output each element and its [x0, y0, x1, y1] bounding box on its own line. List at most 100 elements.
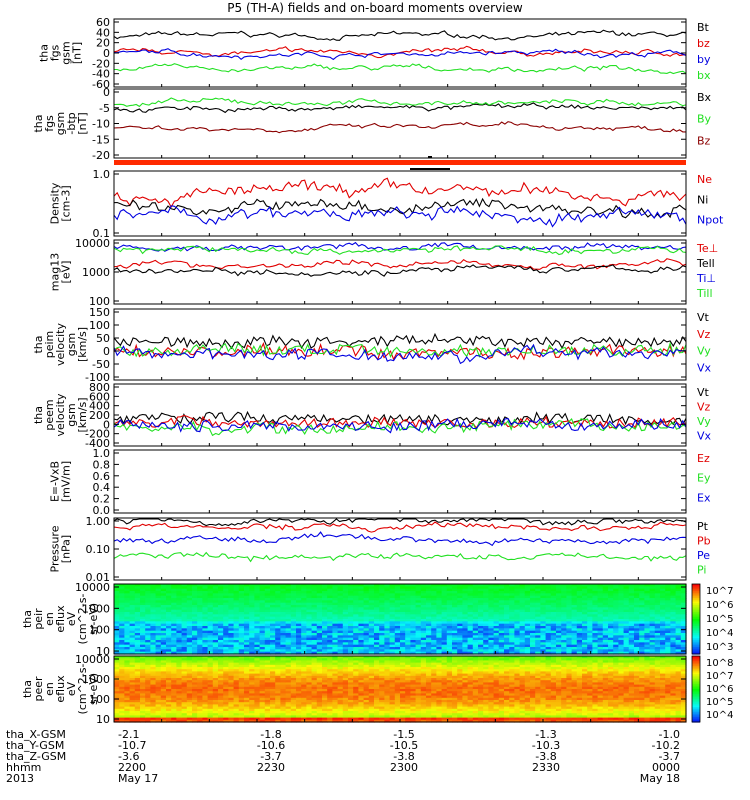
- p5-legend-Vz: Vz: [697, 328, 711, 341]
- p10-colorbar-tick: 10^7: [706, 671, 733, 682]
- p6-ytick-label: 800: [89, 381, 110, 394]
- p8-legend-Pe: Pe: [697, 549, 710, 562]
- p5-ylabel-line: gsm: [65, 333, 78, 356]
- p5-ytick-label: 150: [89, 306, 110, 319]
- p7-ylabel: E=-VxB[mV/m]: [49, 461, 73, 502]
- status-bar: [114, 160, 686, 165]
- p6-ylabel-line: [km/s]: [76, 397, 89, 432]
- p7-ytick-label: 0.2: [93, 493, 111, 506]
- p5-legend-Vt: Vt: [697, 311, 710, 324]
- p1-legend-by: by: [697, 53, 711, 66]
- p10-ytick-label: 10000: [75, 653, 110, 666]
- p10-ylabel-line: tha: [21, 680, 34, 698]
- p2-ylabel-line: -btp: [65, 112, 78, 134]
- xaxis-row-label: tha_Z-GSM: [6, 750, 66, 763]
- page-title: P5 (TH-A) fields and on-board moments ov…: [227, 1, 523, 15]
- p6-ytick-label: 0: [103, 418, 110, 431]
- xaxis-value: -1.3: [535, 728, 556, 741]
- p2-frame: [113, 88, 687, 159]
- p6-ylabel-line: gsm: [65, 403, 78, 426]
- p5-ylabel-line: tha: [32, 335, 45, 353]
- p8-series-Pt: [113, 518, 687, 527]
- xaxis-value: -10.6: [257, 739, 285, 752]
- xaxis-value: -3.8: [535, 750, 556, 763]
- p9-ylabel-line: eV: [65, 611, 78, 626]
- p7-ylabel-line: [mV/m]: [60, 461, 73, 502]
- p1-ytick-label: 20: [96, 37, 110, 50]
- p9-ylabel-line: tha: [21, 610, 34, 628]
- p5-ylabel-line: peim: [43, 331, 56, 359]
- p2-series-By: [113, 97, 687, 108]
- p3-ytick-label: 1.0: [93, 168, 111, 181]
- p4-series-Ti⊥: [113, 241, 687, 252]
- p2-ytick-label: -15: [92, 133, 110, 146]
- xaxis-value: 2300: [390, 761, 418, 774]
- p5-ylabel-line: [km/s]: [76, 327, 89, 362]
- xaxis-value: -3.6: [118, 750, 139, 763]
- p4-series-Tell: [113, 264, 687, 277]
- p10-spectrogram: [114, 656, 687, 723]
- p10-ylabel-line: eflux: [54, 675, 67, 703]
- p1-series-by: [113, 48, 687, 61]
- p1-ytick-label: -40: [92, 68, 110, 81]
- p10-colorbar-tick: 10^6: [706, 684, 733, 695]
- p9-spectrogram: [114, 584, 687, 655]
- xaxis-value: -2.1: [118, 728, 139, 741]
- p6-legend-Vz: Vz: [697, 401, 711, 414]
- p9-ylabel-line: en: [43, 612, 56, 626]
- p5-ytick-label: 100: [89, 319, 110, 332]
- p6-legend-Vt: Vt: [697, 386, 710, 399]
- p10-colorbar-tick: 10^4: [706, 710, 733, 721]
- p5-ytick-label: 0: [103, 345, 110, 358]
- p1-legend-Bt: Bt: [697, 21, 710, 34]
- p7-legend-Ex: Ex: [697, 491, 711, 504]
- p7-legend-Ez: Ez: [697, 452, 710, 465]
- p1-ytick-label: -60: [92, 78, 110, 91]
- p9-colorbar-tick: 10^6: [706, 600, 733, 611]
- p9-ylabel-line: peir: [32, 608, 45, 630]
- p5-ytick-label: 50: [96, 332, 110, 345]
- p10-colorbar-frame: [691, 655, 701, 723]
- p4-legend-Tell: Tell: [696, 257, 715, 270]
- xaxis-value: 0000: [652, 761, 680, 774]
- xaxis-value: 2330: [532, 761, 560, 774]
- p9-colorbar-frame: [691, 583, 701, 655]
- p5-ylabel-line: velocity: [54, 323, 67, 366]
- xaxis-value: -3.7: [260, 750, 281, 763]
- xaxis-value: May 18: [640, 772, 680, 785]
- p2-ytick-label: -5: [99, 102, 110, 115]
- p10-ylabel-line: eV: [65, 681, 78, 696]
- p2-legend-Bx: Bx: [697, 91, 712, 104]
- p4-legend-Till: Till: [696, 287, 713, 300]
- p1-ylabel-line: tha: [38, 44, 51, 62]
- p1-ytick-label: 60: [96, 16, 110, 29]
- p3-legend-Ne: Ne: [697, 173, 712, 186]
- p8-frame: [113, 517, 687, 581]
- p5-ytick-label: -100: [85, 371, 110, 384]
- xaxis-value: 2230: [257, 761, 285, 774]
- p8-legend-Pb: Pb: [697, 535, 711, 548]
- p9-colorbar: [692, 584, 700, 655]
- p6-series-Vy: [113, 418, 687, 437]
- p1-series-Bt: [113, 29, 687, 41]
- p3-series-Npot: [113, 205, 687, 228]
- p4-series-Te⊥: [113, 258, 687, 270]
- p1-ylabel-line: fgs: [49, 44, 62, 61]
- p2-series-Bx: [113, 102, 687, 114]
- p2-ylabel-line: gsm: [54, 112, 67, 135]
- p3-legend-Npot: Npot: [697, 214, 724, 227]
- xaxis-value: -1.8: [260, 728, 281, 741]
- p5-frame: [113, 308, 687, 381]
- p3-ylabel-line: [cm-3]: [60, 185, 73, 221]
- p3-frame: [113, 170, 687, 237]
- p6-ytick-label: -200: [85, 428, 110, 441]
- xaxis-value: -10.7: [118, 739, 146, 752]
- p1-legend-bx: bx: [697, 69, 711, 82]
- p8-ylabel-line: [nPa]: [60, 535, 73, 563]
- p1-legend-bz: bz: [697, 37, 710, 50]
- xaxis-value: -3.8: [393, 750, 414, 763]
